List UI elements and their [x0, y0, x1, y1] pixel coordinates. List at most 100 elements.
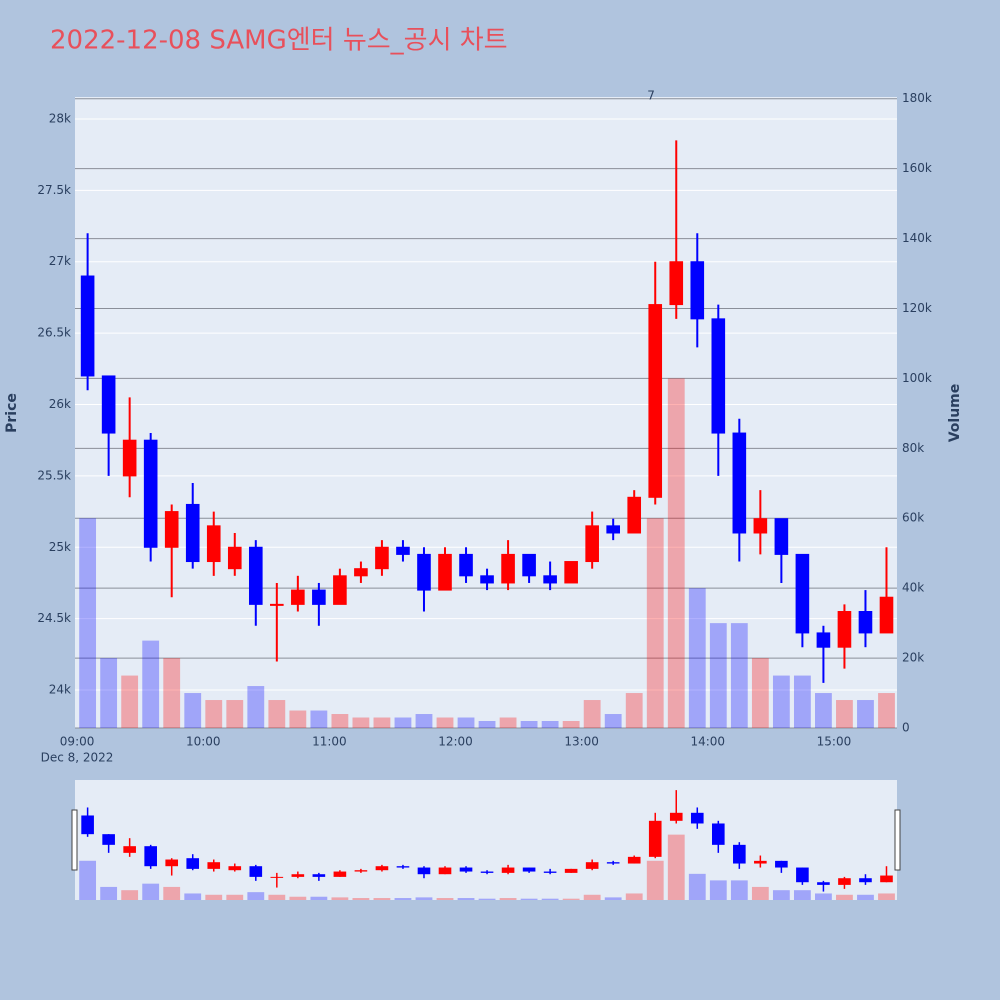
- x-date-label: Dec 8, 2022: [41, 751, 114, 765]
- slider-candle-body: [417, 867, 431, 875]
- candle-body: [522, 553, 536, 577]
- slider-candle-body: [648, 820, 662, 857]
- y2-tick-label: 40k: [902, 581, 924, 595]
- slider-volume-bar: [478, 898, 496, 900]
- x-tick-label: 13:00: [564, 735, 599, 749]
- slider-candle-body: [144, 846, 157, 867]
- slider-volume-bar: [793, 890, 811, 900]
- range-handle[interactable]: [894, 809, 901, 871]
- slider-candle-body: [333, 871, 347, 877]
- y-tick-label: 26k: [49, 397, 71, 411]
- slider-candle-body: [606, 862, 620, 864]
- slider-volume-bar: [499, 898, 517, 900]
- slider-volume-bar: [878, 893, 895, 900]
- slider-candle-body: [585, 862, 599, 869]
- volume-bar: [541, 721, 559, 728]
- slider-candle-body: [291, 874, 305, 877]
- slider-volume-bar: [646, 860, 664, 900]
- candle-body: [564, 561, 578, 584]
- candle-body: [417, 553, 431, 591]
- slider-volume-bar: [100, 886, 118, 900]
- slider-volume-bar: [583, 894, 601, 900]
- candle-body: [480, 575, 494, 584]
- slider-volume-bar: [79, 860, 97, 900]
- candle-body: [122, 439, 137, 477]
- candle-body: [858, 611, 873, 634]
- volume-bar: [331, 714, 349, 728]
- slider-volume-bar: [815, 893, 832, 900]
- slider-candle-body: [81, 815, 94, 835]
- slider-volume-bar: [373, 898, 391, 900]
- slider-volume-bar: [163, 886, 181, 900]
- volume-bar: [878, 693, 895, 728]
- candle-body: [80, 275, 95, 377]
- slider-volume-bar: [184, 893, 202, 900]
- candle-body: [375, 546, 389, 570]
- volume-bar: [646, 518, 664, 728]
- volume-bar: [373, 717, 391, 728]
- slider-volume-bar: [394, 898, 412, 900]
- candle-body: [690, 261, 705, 320]
- y-tick-label: 27.5k: [37, 183, 71, 197]
- volume-bar: [121, 675, 139, 728]
- volume-bar: [163, 658, 181, 728]
- slider-candle-body: [312, 874, 326, 877]
- y2-tick-label: 180k: [902, 91, 932, 105]
- y-tick-label: 25.5k: [37, 468, 71, 482]
- volume-bar: [625, 693, 643, 728]
- volume-bar: [730, 623, 748, 728]
- slider-candle-body: [669, 812, 683, 821]
- slider-volume-bar: [352, 898, 370, 900]
- volume-bar: [142, 640, 160, 728]
- y-axis-title: Price: [4, 393, 20, 433]
- slider-candle-body: [396, 866, 410, 868]
- volume-bar: [857, 700, 874, 728]
- range-slider[interactable]: [75, 780, 897, 900]
- volume-bar: [289, 710, 307, 728]
- y2-axis-title: Volume: [947, 384, 963, 443]
- volume-bar: [310, 710, 328, 728]
- candle-body: [101, 375, 116, 434]
- x-tick-label: 11:00: [312, 735, 347, 749]
- candle-body: [354, 568, 368, 577]
- x-tick-label: 14:00: [690, 735, 725, 749]
- y-tick-label: 27k: [49, 254, 71, 268]
- slider-candle-body: [438, 867, 452, 875]
- candle-body: [816, 632, 831, 648]
- slider-candle-body: [880, 875, 893, 883]
- volume-bar: [352, 717, 370, 728]
- slider-candle-body: [564, 868, 578, 873]
- chart-title: 2022-12-08 SAMG엔터 뉴스_공시 차트: [50, 26, 508, 56]
- slider-candle-body: [817, 882, 830, 885]
- slider-volume-bar: [541, 898, 559, 900]
- slider-volume-bar: [730, 880, 748, 900]
- candle-body: [185, 503, 200, 563]
- x-tick-label: 15:00: [817, 735, 852, 749]
- slider-candle-body: [711, 823, 725, 845]
- candle-body: [837, 611, 852, 648]
- slider-volume-bar: [751, 886, 769, 900]
- candle-body: [543, 575, 557, 584]
- range-handle[interactable]: [71, 809, 78, 871]
- slider-candle-body: [838, 878, 851, 885]
- slider-volume-bar: [226, 894, 244, 900]
- candle-body: [648, 304, 663, 498]
- slider-candle-body: [522, 867, 536, 872]
- slider-candle-body: [501, 867, 515, 873]
- y2-tick-label: 140k: [902, 231, 932, 245]
- y-tick-label: 26.5k: [37, 326, 71, 340]
- slider-volume-bar: [331, 897, 349, 900]
- slider-volume-bar: [436, 898, 454, 900]
- x-tick-label: 09:00: [60, 735, 95, 749]
- candle-body: [164, 511, 179, 548]
- slider-candle-body: [123, 846, 136, 853]
- y-tick-label: 24.5k: [37, 611, 71, 625]
- slider-volume-bar: [857, 894, 874, 900]
- volume-bar: [815, 693, 832, 728]
- slider-volume-bar: [688, 873, 706, 900]
- volume-bar: [415, 714, 433, 728]
- slider-volume-bar: [562, 898, 580, 900]
- slider-candle-body: [207, 862, 221, 869]
- plot-area: [75, 97, 897, 728]
